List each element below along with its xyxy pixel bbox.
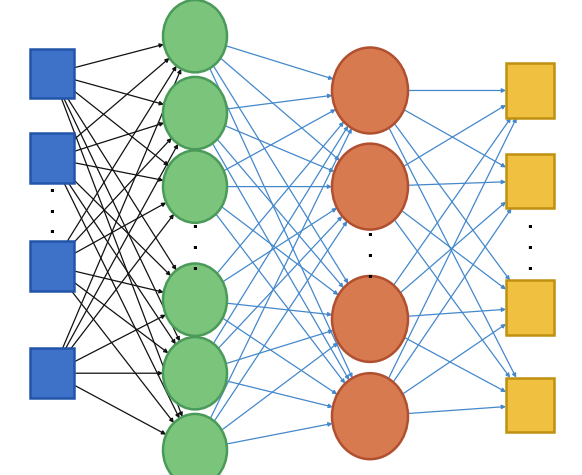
FancyBboxPatch shape [30, 48, 74, 98]
FancyBboxPatch shape [506, 378, 554, 432]
FancyBboxPatch shape [506, 154, 554, 208]
Ellipse shape [163, 264, 227, 336]
Text: ·
·
·: · · · [191, 219, 198, 279]
FancyBboxPatch shape [30, 133, 74, 183]
FancyBboxPatch shape [30, 241, 74, 291]
FancyBboxPatch shape [506, 63, 554, 118]
FancyBboxPatch shape [30, 348, 74, 398]
Text: ·
·
·: · · · [367, 227, 374, 286]
Text: ·
·
·: · · · [48, 183, 55, 242]
Ellipse shape [332, 373, 408, 459]
Ellipse shape [163, 337, 227, 409]
Ellipse shape [332, 143, 408, 229]
Ellipse shape [163, 77, 227, 149]
Ellipse shape [332, 48, 408, 133]
Ellipse shape [163, 151, 227, 223]
Text: ·
·
·: · · · [527, 219, 534, 279]
FancyBboxPatch shape [506, 280, 554, 335]
Ellipse shape [163, 414, 227, 475]
Ellipse shape [163, 0, 227, 72]
Ellipse shape [332, 276, 408, 362]
